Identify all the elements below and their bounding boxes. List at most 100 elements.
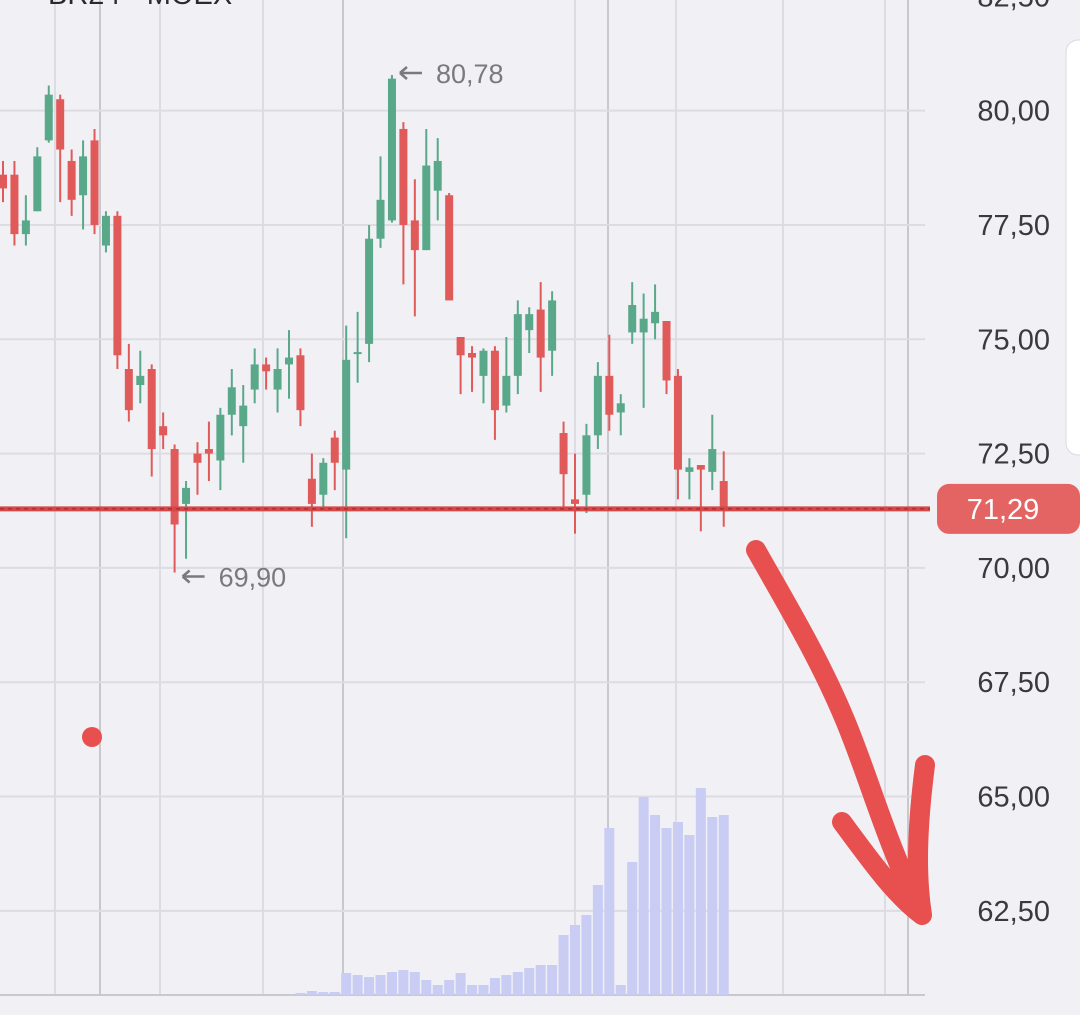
- candle-body: [21, 220, 30, 235]
- drawn-arrow: [746, 540, 935, 925]
- candle-body: [79, 156, 88, 196]
- candle-body: [285, 357, 293, 365]
- candle-body: [56, 99, 65, 150]
- candle-body: [44, 94, 53, 141]
- volume-bar: [398, 970, 409, 995]
- candle-body: [182, 487, 191, 504]
- volume-bar: [512, 972, 523, 995]
- candle-body: [593, 375, 602, 436]
- volume-bar: [604, 828, 615, 995]
- volume-bar: [615, 985, 626, 995]
- candle-body: [582, 435, 591, 495]
- volume-bar: [444, 980, 455, 995]
- annotation-arrow: [399, 66, 422, 80]
- candle-body: [410, 220, 419, 251]
- candle-body: [170, 449, 179, 525]
- candle-body: [605, 375, 614, 415]
- candle-body: [353, 352, 362, 355]
- candle-body: [204, 449, 213, 454]
- volume-bar: [661, 828, 672, 995]
- candle-body: [490, 350, 499, 411]
- side-panel: [1065, 39, 1080, 456]
- candle-body: [365, 238, 374, 344]
- volume-bar: [570, 925, 580, 995]
- current-price-label: 71,29: [967, 494, 1040, 526]
- candle-body: [67, 160, 76, 200]
- candle-body: [708, 449, 717, 472]
- volume-bar: [455, 973, 466, 995]
- volume-bar: [707, 817, 718, 995]
- volume-bar: [306, 991, 317, 995]
- candle-body: [296, 355, 305, 411]
- volume-bar: [650, 815, 661, 995]
- candle-body: [319, 462, 328, 495]
- volume-bar: [329, 992, 340, 995]
- annotation-label: 69,90: [219, 562, 287, 592]
- y-tick-label: 75,00: [977, 324, 1050, 356]
- y-tick-label: 67,50: [977, 667, 1050, 699]
- volume-bar: [318, 992, 329, 995]
- volume-bar: [672, 822, 683, 995]
- volume-bar: [386, 972, 397, 995]
- candle-body: [159, 426, 168, 436]
- candle-body: [387, 78, 396, 221]
- volume-bar: [581, 915, 592, 995]
- volume-bar: [558, 935, 569, 995]
- candle-body: [124, 369, 133, 411]
- volume-bar: [627, 862, 638, 995]
- candle-body: [239, 405, 248, 427]
- candle-body: [193, 453, 202, 463]
- candle-body: [227, 387, 236, 415]
- volume-bar: [684, 835, 695, 995]
- candle-body: [216, 414, 225, 461]
- candle-body: [445, 195, 454, 301]
- candle-body: [479, 350, 488, 376]
- candle-body: [468, 353, 477, 358]
- y-tick-label: 72,50: [977, 439, 1050, 471]
- candle-body: [342, 359, 351, 470]
- drawn-dot: [82, 727, 102, 747]
- annotation-label: 80,78: [436, 59, 504, 89]
- candle-body: [525, 314, 534, 331]
- y-tick-label: 70,00: [977, 553, 1050, 585]
- candle-body: [422, 165, 431, 251]
- candle-body: [651, 311, 660, 324]
- candle-body: [90, 140, 99, 225]
- candle-body: [33, 156, 42, 212]
- candle-body: [502, 375, 511, 406]
- candle-body: [628, 304, 637, 333]
- y-tick-label: 82,50: [977, 0, 1050, 13]
- candle-body: [101, 215, 110, 246]
- candle-body: [571, 499, 579, 504]
- candle-body: [696, 465, 705, 470]
- volume-bar: [364, 977, 375, 995]
- volume-bar: [489, 978, 500, 995]
- volume-bar: [535, 965, 546, 995]
- candle-body: [273, 369, 282, 390]
- candle-body: [513, 314, 522, 376]
- current-price-badge: [937, 483, 1080, 534]
- candle-body: [456, 337, 465, 356]
- volume-bar: [352, 975, 363, 995]
- candle-body: [307, 478, 316, 504]
- volume-bar: [695, 788, 706, 995]
- volume-bar: [375, 975, 386, 995]
- volume-bar: [409, 972, 420, 995]
- candle-body: [536, 309, 545, 358]
- volume-bar: [638, 797, 649, 995]
- candle-body: [399, 128, 408, 225]
- candle-body: [616, 403, 625, 413]
- y-tick-label: 77,50: [977, 210, 1050, 242]
- candle-body: [136, 375, 145, 386]
- volume-bar: [501, 975, 512, 995]
- candle-body: [147, 369, 156, 450]
- candle-body: [0, 174, 7, 189]
- candle-body: [250, 364, 259, 390]
- volume-bar: [341, 973, 352, 995]
- candle-body: [673, 375, 682, 470]
- volume-bar: [421, 980, 432, 995]
- candle-body: [10, 174, 19, 235]
- volume-bar: [478, 985, 489, 995]
- candle-body: [330, 437, 339, 463]
